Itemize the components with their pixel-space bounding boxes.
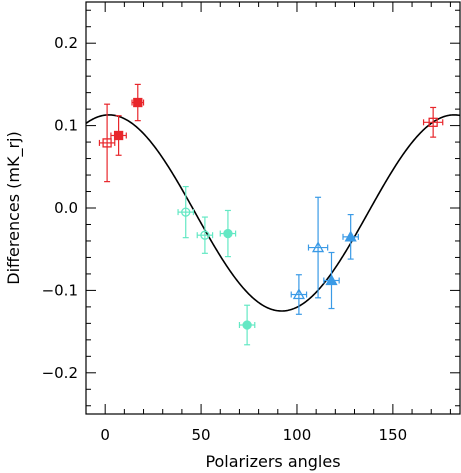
- fit-curve: [85, 114, 461, 312]
- x-tick-label: 0: [100, 426, 110, 444]
- x-tick-label: 100: [283, 426, 312, 444]
- x-tick-label: 150: [379, 426, 408, 444]
- x-tick-labels: 0 50 100 150: [100, 426, 407, 444]
- y-tick-label: 0.0: [54, 199, 78, 217]
- x-tick-label: 50: [192, 426, 211, 444]
- data-point-triangle: [292, 288, 305, 300]
- data-point-circle: [181, 207, 191, 217]
- series-2: [177, 185, 256, 346]
- series-3: [290, 196, 359, 315]
- data-point-triangle: [344, 230, 357, 242]
- y-tick-label: −0.2: [42, 364, 78, 382]
- fit-curve-layer: [85, 114, 461, 312]
- data-point-circle: [200, 230, 210, 240]
- data-point-square: [428, 117, 438, 127]
- data-points-layer: [98, 83, 444, 346]
- series-1: [98, 83, 444, 183]
- axis-ticks: [85, 2, 460, 414]
- data-point-square: [133, 97, 143, 108]
- data-point-square: [102, 138, 112, 148]
- y-axis-title: Differences (mK_rj): [4, 131, 24, 285]
- data-point-circle: [223, 228, 233, 239]
- x-axis-title: Polarizers angles: [205, 452, 340, 471]
- y-tick-label: 0.2: [54, 34, 78, 52]
- plot-frame: [85, 1, 461, 415]
- data-point-triangle: [311, 241, 325, 253]
- y-tick-label: 0.1: [54, 117, 78, 135]
- y-tick-labels: −0.2 −0.1 0.0 0.1 0.2: [42, 34, 78, 382]
- data-point-triangle: [325, 274, 338, 286]
- data-point-circle: [242, 320, 252, 330]
- data-point-square: [113, 130, 124, 141]
- y-tick-label: −0.1: [42, 281, 78, 299]
